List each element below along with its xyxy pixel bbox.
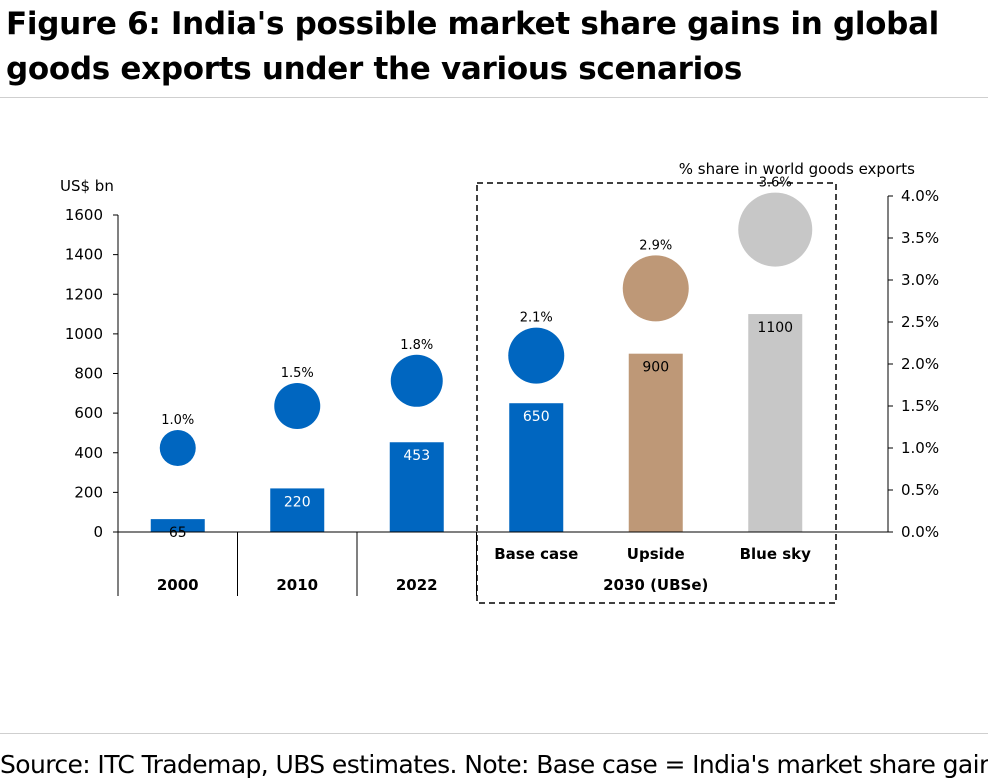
share-bubble (622, 255, 689, 322)
share-label: 1.5% (281, 366, 314, 381)
share-bubble (508, 327, 565, 384)
left-axis-label: US$ bn (60, 177, 114, 195)
bar-value-label: 1100 (757, 320, 793, 336)
source-divider (0, 733, 988, 734)
right-tick-label: 0.5% (901, 481, 939, 499)
combo-chart: 0 200 400 600 800 1000 1200 1400 1600 0.0% 0.5% 1.… (60, 160, 939, 604)
category-label: 2000 (157, 576, 199, 594)
right-tick-label: 2.5% (901, 313, 939, 331)
left-tick-label: 200 (74, 483, 103, 501)
right-tick-label: 0.0% (901, 523, 939, 541)
bar-value-label: 65 (169, 525, 187, 541)
bar (628, 353, 683, 532)
right-axis-label: % share in world goods exports (679, 160, 915, 178)
share-label: 1.0% (161, 413, 194, 428)
group-label: 2030 (UBSe) (603, 576, 708, 594)
bar-series: 65 220 453 650 900 1100 (150, 314, 803, 541)
left-tick-label: 800 (74, 365, 103, 383)
share-label: 2.9% (639, 238, 672, 253)
x-axis: 2000 2010 2022 Base case Upside Blue sky 2030 … (117, 531, 888, 596)
source-note: Source: ITC Trademap, UBS estimates. Not… (0, 750, 988, 779)
left-tick-label: 1000 (65, 325, 103, 343)
bar-value-label: 453 (403, 448, 430, 464)
category-label: 2022 (396, 576, 438, 594)
share-bubble (159, 430, 196, 466)
right-tick-label: 1.5% (901, 397, 939, 415)
share-label: 2.1% (520, 311, 553, 326)
category-label: Upside (627, 545, 685, 563)
left-tick-label: 600 (74, 404, 103, 422)
right-tick-label: 4.0% (901, 187, 939, 205)
category-label: Base case (494, 545, 578, 563)
left-tick-label: 0 (93, 523, 103, 541)
title-divider (0, 97, 988, 98)
share-label: 1.8% (400, 338, 433, 353)
bar (389, 442, 444, 532)
left-axis: 0 200 400 600 800 1000 1200 1400 1600 (65, 206, 119, 541)
chart-title: Figure 6: India's possible market share … (6, 6, 940, 87)
left-tick-label: 1400 (65, 246, 103, 264)
bar-value-label: 220 (284, 494, 311, 510)
share-bubble (738, 192, 813, 267)
category-label: 2010 (276, 576, 318, 594)
bar-value-label: 650 (523, 409, 550, 425)
right-tick-label: 3.0% (901, 271, 939, 289)
right-tick-label: 2.0% (901, 355, 939, 373)
left-tick-label: 1200 (65, 285, 103, 303)
bar (748, 314, 803, 532)
bubble-series: 1.0% 1.5% 1.8% 2.1% 2.9% 3.6% (159, 176, 813, 466)
category-label: Blue sky (740, 545, 812, 563)
right-tick-label: 1.0% (901, 439, 939, 457)
bar (509, 403, 564, 532)
bar (270, 488, 325, 532)
left-tick-label: 400 (74, 444, 103, 462)
right-axis: 0.0% 0.5% 1.0% 1.5% 2.0% 2.5% 3.0% 3.5% 4.0% (887, 187, 939, 541)
share-bubble (274, 383, 321, 429)
bar-value-label: 900 (642, 360, 669, 376)
bar (150, 519, 205, 532)
right-tick-label: 3.5% (901, 229, 939, 247)
share-bubble (390, 354, 443, 407)
left-tick-label: 1600 (65, 206, 103, 224)
share-label: 3.6% (759, 176, 792, 191)
